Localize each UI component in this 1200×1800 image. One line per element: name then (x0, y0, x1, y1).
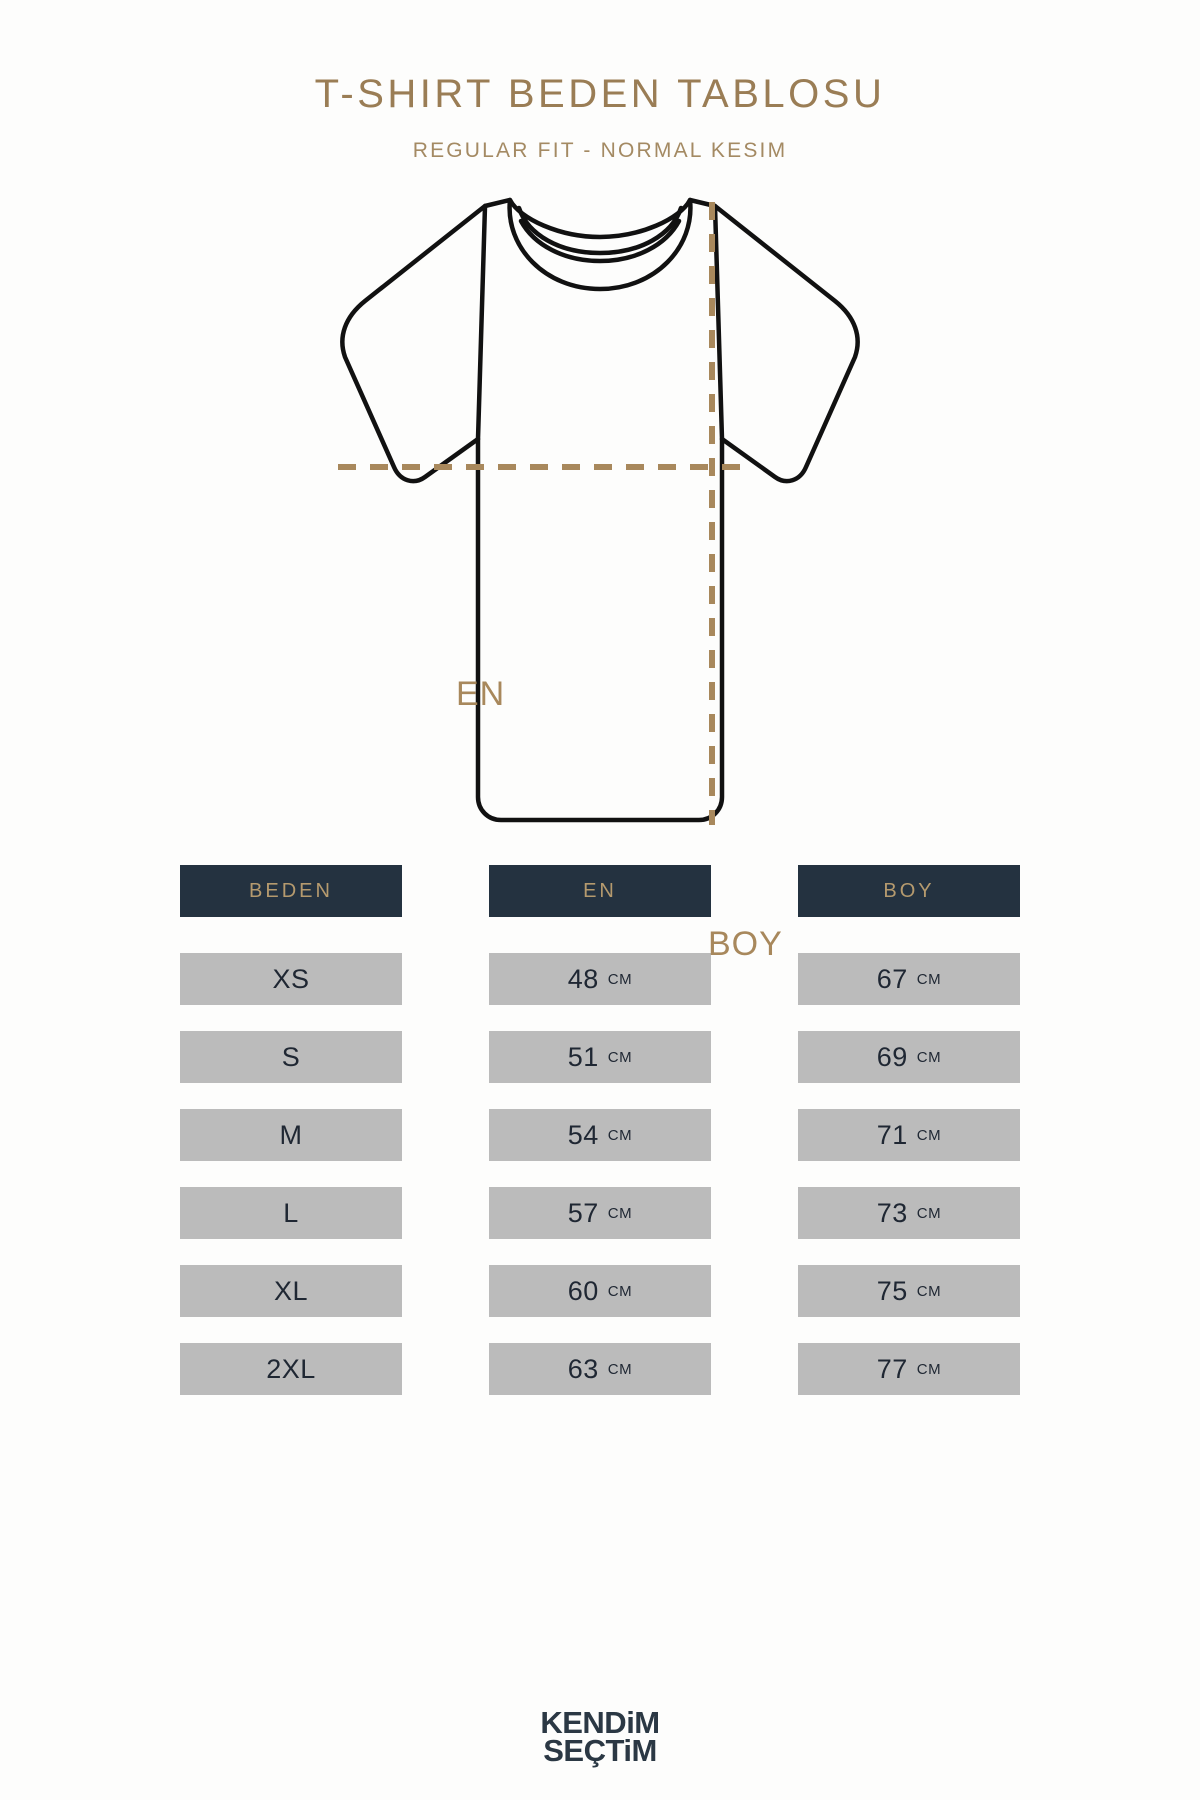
column-header-beden: BEDEN (180, 865, 402, 917)
cell-en: 57 CM (489, 1187, 711, 1239)
cell-size: M (180, 1109, 402, 1161)
cell-boy-unit: CM (916, 1204, 942, 1222)
cell-size: XS (180, 953, 402, 1005)
cell-en-unit: CM (607, 1204, 633, 1222)
cell-boy: 67 CM (798, 953, 1020, 1005)
cell-en: 63 CM (489, 1343, 711, 1395)
brand-logo: KENDiM SEÇTiM (540, 1704, 660, 1769)
cell-boy: 75 CM (798, 1265, 1020, 1317)
cell-boy: 69 CM (798, 1031, 1020, 1083)
cell-size: S (180, 1031, 402, 1083)
cell-boy-value: 73 (876, 1197, 908, 1228)
cell-boy-unit: CM (916, 1048, 942, 1066)
cell-en: 48 CM (489, 953, 711, 1005)
table-row: XL 60 CM 75 CM (180, 1265, 1020, 1317)
cell-boy-unit: CM (916, 1282, 942, 1300)
cell-en-unit: CM (607, 1282, 633, 1300)
brand-logo-line1: KENDiM (540, 1704, 660, 1740)
tshirt-illustration: EN BOY (0, 177, 1200, 963)
cell-boy-value: 71 (876, 1119, 908, 1150)
brand-logo-line2: SEÇTiM (543, 1733, 657, 1769)
table-row: XS 48 CM 67 CM (180, 953, 1020, 1005)
cell-en-unit: CM (607, 1048, 633, 1066)
width-measure-label: EN (456, 675, 506, 713)
cell-en: 51 CM (489, 1031, 711, 1083)
cell-boy: 71 CM (798, 1109, 1020, 1161)
cell-en-value: 57 (567, 1197, 599, 1228)
table-row: L 57 CM 73 CM (180, 1187, 1020, 1239)
cell-en: 60 CM (489, 1265, 711, 1317)
cell-en-value: 63 (567, 1353, 599, 1384)
cell-en: 54 CM (489, 1109, 711, 1161)
cell-boy-value: 77 (876, 1353, 908, 1384)
cell-size: 2XL (180, 1343, 402, 1395)
cell-boy: 77 CM (798, 1343, 1020, 1395)
page-subtitle: REGULAR FIT - NORMAL KESIM (412, 139, 788, 162)
length-measure-label: BOY (708, 925, 783, 963)
page-title: T-SHIRT BEDEN TABLOSU (314, 72, 886, 116)
tshirt-outline (340, 197, 860, 823)
cell-en-value: 60 (567, 1275, 599, 1306)
column-header-en: EN (489, 865, 711, 917)
cell-en-unit: CM (607, 970, 633, 988)
footer: KENDiM SEÇTiM (0, 1704, 1200, 1769)
cell-boy-unit: CM (916, 970, 942, 988)
cell-boy-value: 69 (876, 1041, 908, 1072)
cell-boy-value: 67 (876, 963, 908, 994)
cell-size: XL (180, 1265, 402, 1317)
size-table: BEDEN EN BOY XS 48 CM 67 CM S 51 CM 69 (180, 865, 1020, 1395)
cell-en-unit: CM (607, 1126, 633, 1144)
cell-boy-unit: CM (916, 1126, 942, 1144)
cell-en-value: 51 (567, 1041, 599, 1072)
table-header-row: BEDEN EN BOY (180, 865, 1020, 917)
tshirt-diagram-svg (338, 197, 860, 825)
cell-boy: 73 CM (798, 1187, 1020, 1239)
cell-boy-unit: CM (916, 1360, 942, 1378)
cell-en-value: 54 (567, 1119, 599, 1150)
page-header: T-SHIRT BEDEN TABLOSU REGULAR FIT - NORM… (0, 0, 1200, 163)
table-row: 2XL 63 CM 77 CM (180, 1343, 1020, 1395)
cell-boy-value: 75 (876, 1275, 908, 1306)
cell-size: L (180, 1187, 402, 1239)
cell-en-unit: CM (607, 1360, 633, 1378)
column-header-boy: BOY (798, 865, 1020, 917)
table-row: M 54 CM 71 CM (180, 1109, 1020, 1161)
table-row: S 51 CM 69 CM (180, 1031, 1020, 1083)
cell-en-value: 48 (567, 963, 599, 994)
